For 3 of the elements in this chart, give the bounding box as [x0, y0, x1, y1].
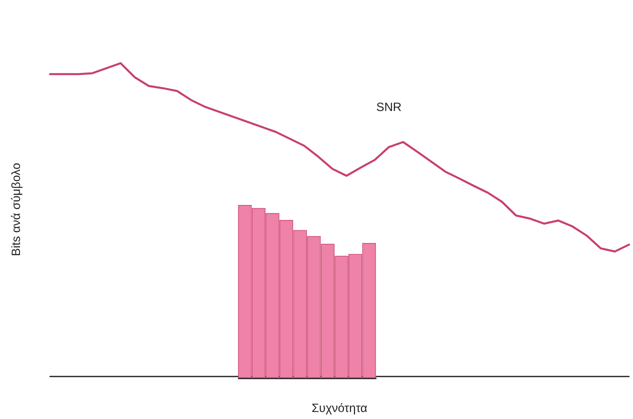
y-axis-title: Bits ανά σύμβολο: [9, 162, 23, 256]
text: SNR: [376, 100, 402, 114]
x-axis-title: Συχνότητα: [312, 401, 368, 415]
